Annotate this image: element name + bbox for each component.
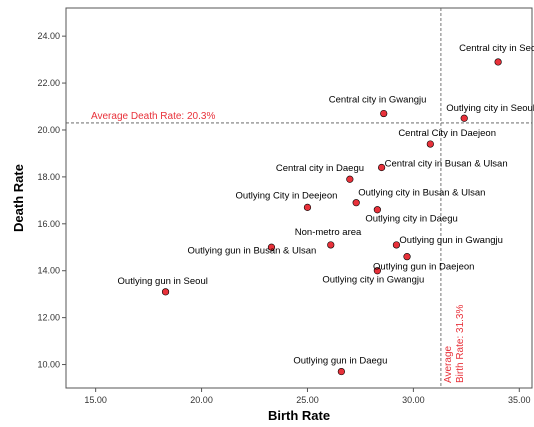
point-label: Outlying city in Daegu bbox=[365, 214, 457, 225]
point-label: Outlying gun in Gwangju bbox=[399, 235, 503, 246]
point-label: Central city in Seoul bbox=[459, 43, 534, 54]
data-point bbox=[494, 58, 502, 66]
data-point bbox=[403, 253, 411, 261]
average-death-rate-label: Average Death Rate: 20.3% bbox=[91, 111, 215, 122]
data-point bbox=[460, 114, 468, 122]
y-tick-label: 14.00 bbox=[37, 266, 60, 276]
average-birth-rate-label-line2: Birth Rate: 31.3% bbox=[455, 305, 466, 383]
data-point bbox=[380, 109, 388, 118]
point-label: Outlying gun in Seoul bbox=[118, 276, 208, 287]
point-label: Central city in Busan & Ulsan bbox=[385, 159, 508, 170]
data-point bbox=[426, 140, 434, 148]
x-tick-label: 25.00 bbox=[296, 395, 319, 405]
data-point bbox=[378, 163, 386, 172]
y-tick-label: 18.00 bbox=[37, 172, 60, 182]
x-tick-label: 30.00 bbox=[402, 395, 425, 405]
point-label: Central city in Gwangju bbox=[329, 95, 427, 106]
point-label: Outlying city in Busan & Ulsan bbox=[358, 188, 485, 199]
y-tick-label: 20.00 bbox=[37, 125, 60, 135]
point-label: Outlying city in Gwangju bbox=[322, 275, 424, 286]
x-axis-title: Birth Rate bbox=[268, 408, 330, 423]
y-tick-label: 16.00 bbox=[37, 219, 60, 229]
point-label: Central City in Daejeon bbox=[398, 128, 496, 139]
data-point bbox=[267, 243, 276, 251]
point-label: Outlying city in Seoul bbox=[446, 103, 534, 114]
data-points bbox=[161, 58, 502, 376]
data-point bbox=[161, 288, 170, 296]
reference-lines: Average Death Rate: 20.3% Average Birth Ra… bbox=[66, 8, 532, 388]
plot-area bbox=[65, 7, 533, 389]
y-axis-title: Death Rate bbox=[11, 164, 26, 232]
x-tick-label: 35.00 bbox=[508, 395, 531, 405]
point-label: Outlying gun in Daejeon bbox=[373, 262, 474, 273]
x-tick-label: 20.00 bbox=[190, 395, 213, 405]
point-label: Outlying City in Deejeon bbox=[235, 190, 337, 201]
data-point bbox=[352, 199, 360, 207]
y-tick-label: 12.00 bbox=[37, 313, 60, 323]
y-tick-label: 22.00 bbox=[37, 78, 60, 88]
point-label: Outlying gun in Daegu bbox=[293, 356, 387, 367]
data-point bbox=[373, 206, 381, 214]
point-labels: Central city in Seoul Central city in Gwa… bbox=[118, 43, 534, 367]
data-point bbox=[337, 367, 345, 376]
y-tick-label: 24.00 bbox=[37, 31, 60, 41]
data-point bbox=[303, 203, 312, 211]
data-point bbox=[373, 267, 381, 275]
x-tick-label: 15.00 bbox=[84, 395, 107, 405]
data-point bbox=[327, 241, 335, 249]
point-label: Outlying gun in Busan & Ulsan bbox=[187, 245, 316, 256]
point-label: Central city in Daegu bbox=[276, 163, 364, 174]
data-point bbox=[346, 175, 354, 183]
y-axis-ticks: 10.00 12.00 14.00 16.00 18.00 20.00 22.00 24.00 bbox=[37, 31, 66, 370]
x-axis-ticks: 15.00 20.00 25.00 30.00 35.00 bbox=[84, 388, 531, 405]
average-birth-rate-label-line1: Average bbox=[443, 345, 454, 383]
data-point bbox=[392, 241, 401, 249]
y-tick-label: 10.00 bbox=[37, 360, 60, 370]
point-label: Non-metro area bbox=[295, 227, 362, 238]
